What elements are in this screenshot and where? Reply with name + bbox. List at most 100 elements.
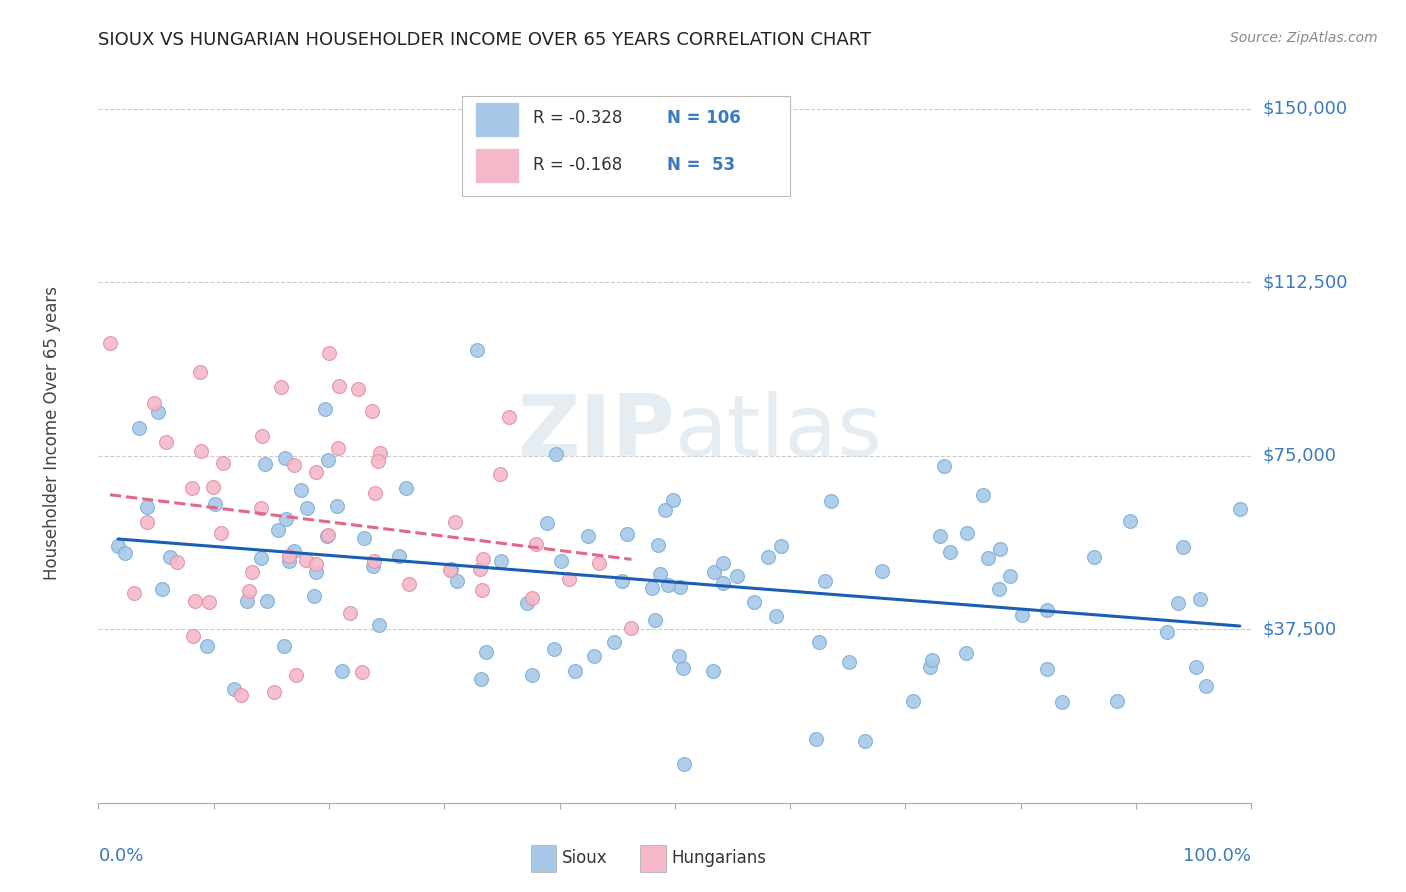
Point [644,613,666,627]
Point [647,538,669,552]
Point [302,589,325,603]
Point [440,561,463,575]
Point [742,595,765,609]
Point [1195,679,1218,693]
Point [988,542,1011,557]
Point [339,606,361,620]
Point [1189,591,1212,606]
Text: $37,500: $37,500 [1263,620,1337,639]
Point [122,586,145,600]
Point [804,732,827,747]
Point [1035,662,1057,676]
Point [820,494,842,508]
Point [363,554,385,568]
Point [588,556,610,570]
Point [290,483,312,497]
Point [987,582,1010,596]
Point [297,501,319,516]
Point [98,335,121,350]
Point [253,457,276,471]
Point [285,668,308,682]
Point [1105,694,1128,708]
Point [956,526,979,541]
Point [443,515,465,529]
Point [128,421,150,435]
Point [468,561,491,575]
Point [388,549,411,563]
Point [662,492,685,507]
Point [498,410,520,425]
Point [197,639,219,653]
Text: ZIP: ZIP [517,391,675,475]
Point [769,540,792,554]
Point [305,565,328,579]
Point [181,629,204,643]
Point [198,595,221,609]
Point [668,580,690,594]
Text: SIOUX VS HUNGARIAN HOUSEHOLDER INCOME OVER 65 YEARS CORRELATION CHART: SIOUX VS HUNGARIAN HOUSEHOLDER INCOME OV… [98,31,872,49]
Point [1229,501,1251,516]
Point [283,458,305,472]
Point [368,446,391,460]
Point [318,346,340,360]
Point [211,456,233,470]
Point [703,565,725,579]
Point [332,664,354,678]
Point [107,539,129,553]
Point [616,526,638,541]
Point [1036,603,1059,617]
Point [576,529,599,543]
Point [347,382,370,396]
Point [250,551,273,566]
Point [316,528,339,542]
Point [240,566,263,580]
Point [361,404,384,418]
Point [558,572,581,586]
Point [136,516,159,530]
Point [318,528,340,542]
Point [316,453,339,467]
Point [808,635,831,649]
Point [263,685,285,699]
Point [204,497,226,511]
Point [305,557,328,571]
Point [328,379,350,393]
Point [550,554,572,568]
Point [148,405,170,419]
Point [564,664,586,678]
Point [395,482,418,496]
Point [363,486,385,500]
Point [838,655,860,669]
Point [901,694,924,708]
Point [725,569,748,583]
Point [361,559,384,574]
Point [756,550,779,565]
Point [252,429,274,443]
Point [612,574,634,589]
Bar [640,845,665,871]
Bar [531,845,557,871]
Point [398,577,420,591]
Point [654,503,676,517]
Point [620,621,643,635]
Text: Sioux: Sioux [562,849,607,867]
Point [328,441,350,455]
Point [352,665,374,680]
Point [283,544,305,558]
Point [972,487,994,501]
Point [582,648,605,663]
Point [295,553,318,567]
Text: $75,000: $75,000 [1263,447,1337,465]
Point [465,343,488,357]
Text: $150,000: $150,000 [1263,100,1347,118]
Point [166,555,188,569]
Point [136,500,159,515]
Point [368,618,391,632]
Text: 0.0%: 0.0% [98,847,143,865]
Point [1050,695,1073,709]
Point [190,444,212,458]
Text: Hungarians: Hungarians [672,849,766,867]
Point [672,756,695,771]
Point [326,499,349,513]
Point [711,576,734,591]
